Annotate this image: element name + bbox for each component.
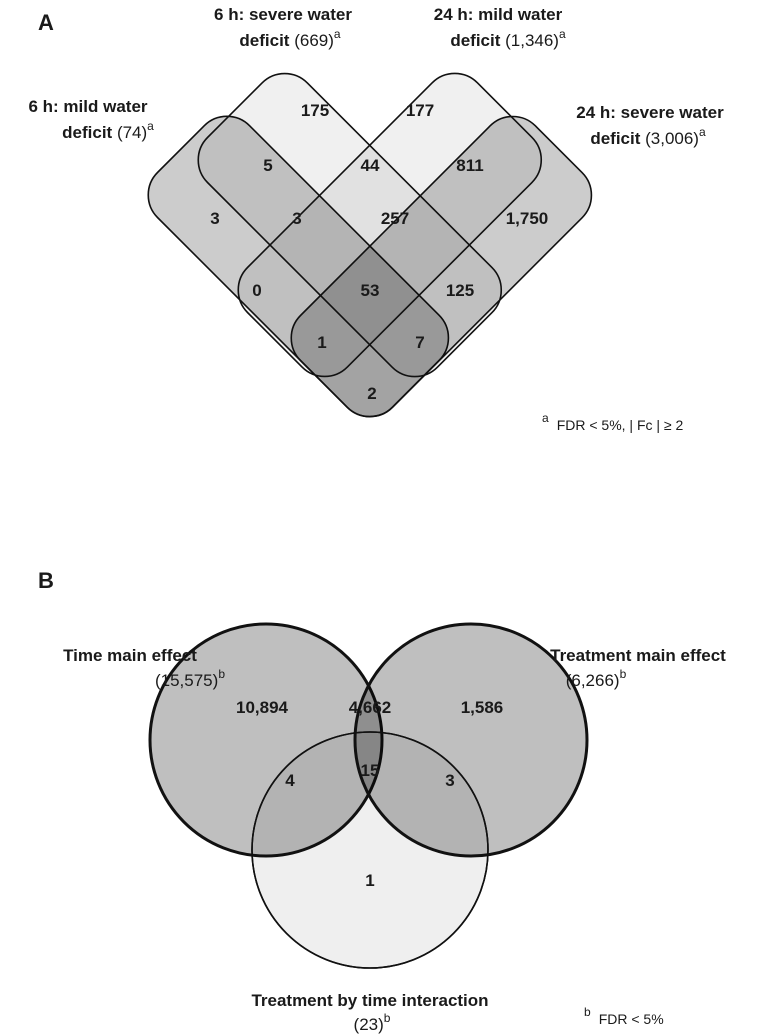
set-label: deficit (669)a (239, 27, 340, 50)
venn-b (148, 622, 589, 969)
set-count: (3,006) (645, 129, 699, 148)
set-label: deficit (62, 123, 112, 142)
set-label: deficit (74)a (62, 119, 154, 142)
set-count: (15,575) (155, 671, 218, 690)
region-count: 1 (365, 871, 374, 890)
footnote-mark: a (542, 411, 549, 425)
set-count: (74) (117, 123, 147, 142)
set-label: (23)b (354, 1011, 391, 1034)
region-count: 1 (317, 333, 326, 352)
set-count: (669) (294, 31, 334, 50)
region-count: 2 (367, 384, 376, 403)
set-label: Treatment main effect (550, 646, 726, 665)
set-label: (6,266)b (566, 667, 627, 690)
region-count: 3 (292, 209, 301, 228)
region-count: 15 (361, 761, 380, 780)
footnote-mark: b (584, 1005, 591, 1019)
region-count: 177 (406, 101, 434, 120)
regions-a: 175 177 5 44 811 3 3 257 1,750 0 53 125 … (210, 101, 548, 403)
set-time (148, 622, 384, 858)
footnote-text: FDR < 5%, | Fc | ≥ 2 (557, 417, 684, 433)
set-note: a (334, 27, 341, 41)
set-note: b (384, 1011, 391, 1025)
panel-label: B (38, 568, 54, 593)
set-6h-severe (197, 72, 503, 378)
set-count: (6,266) (566, 671, 620, 690)
region-count: 0 (252, 281, 261, 300)
footnote-text: FDR < 5% (599, 1011, 664, 1027)
set-treatment (353, 622, 589, 858)
region-count: 5 (263, 156, 272, 175)
set-interaction-outline (251, 731, 489, 969)
set-note: a (147, 119, 154, 133)
region-count: 44 (361, 156, 380, 175)
panel-label: A (38, 10, 54, 35)
region-count: 10,894 (236, 698, 289, 717)
region-count: 175 (301, 101, 329, 120)
region-count: 3 (210, 209, 219, 228)
set-label: Time main effect (63, 646, 197, 665)
set-label: deficit (1,346)a (450, 27, 566, 50)
footnote: b FDR < 5% (584, 1005, 664, 1027)
footnote: a FDR < 5%, | Fc | ≥ 2 (542, 411, 683, 433)
region-count: 4,662 (349, 698, 392, 717)
set-note: b (620, 667, 627, 681)
set-note: a (559, 27, 566, 41)
region-count: 1,586 (461, 698, 504, 717)
set-label: deficit (590, 129, 640, 148)
regions-b: 10,894 4,662 1,586 15 4 3 1 (236, 698, 503, 890)
set-count: (1,346) (505, 31, 559, 50)
region-count: 3 (445, 771, 454, 790)
set-label: deficit (3,006)a (590, 125, 706, 148)
set-label: deficit (239, 31, 289, 50)
set-label: 24 h: mild water (434, 5, 563, 24)
region-count: 811 (456, 156, 483, 175)
region-count: 53 (361, 281, 380, 300)
venn-a (147, 72, 593, 418)
set-label: 24 h: severe water (576, 103, 724, 122)
set-24h-mild (237, 72, 543, 378)
set-label: Treatment by time interaction (251, 991, 488, 1010)
region-count: 125 (446, 281, 474, 300)
set-note: b (218, 667, 225, 681)
set-label: deficit (450, 31, 500, 50)
set-count: (23) (354, 1015, 384, 1034)
region-count: 4 (285, 771, 295, 790)
set-label: 6 h: severe water (214, 5, 352, 24)
set-note: a (699, 125, 706, 139)
set-label: (15,575)b (155, 667, 225, 690)
region-count: 1,750 (506, 209, 549, 228)
region-count: 7 (415, 333, 424, 352)
set-label: 6 h: mild water (28, 97, 147, 116)
region-count: 257 (381, 209, 409, 228)
